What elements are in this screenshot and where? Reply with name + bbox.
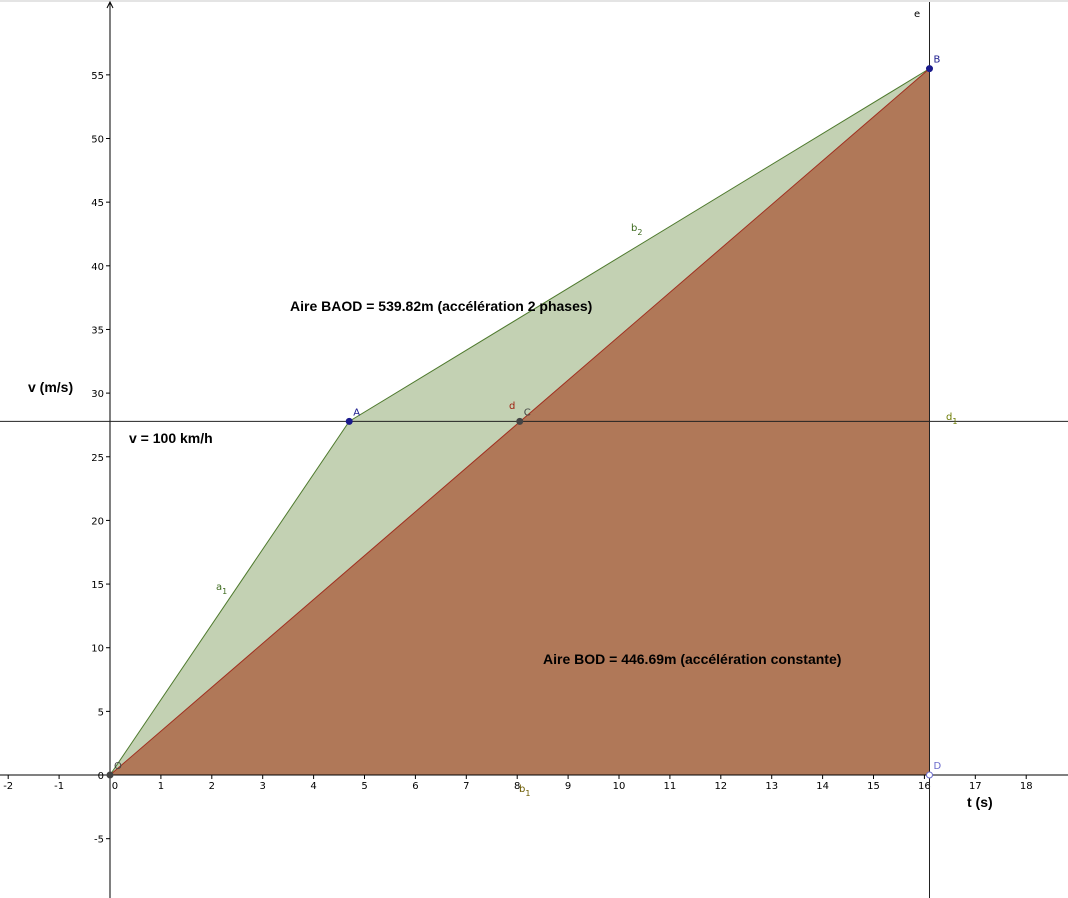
segment-label: b2 bbox=[631, 223, 642, 237]
line-label-text: d bbox=[946, 412, 952, 423]
x-tick-label: 13 bbox=[765, 781, 778, 792]
point-label: B bbox=[933, 55, 940, 66]
x-tick-label: 4 bbox=[310, 781, 316, 792]
segment-label-sub: 2 bbox=[637, 228, 642, 237]
annotation: Aire BOD = 446.69m (accélération constan… bbox=[543, 651, 841, 667]
y-tick-label: 35 bbox=[91, 325, 104, 336]
y-tick-label: 0 bbox=[98, 771, 104, 782]
x-tick-label: 11 bbox=[664, 781, 677, 792]
segment-label: b1 bbox=[519, 784, 530, 798]
segment-label-sub: 1 bbox=[525, 789, 530, 798]
x-tick-label: 0 bbox=[112, 781, 118, 792]
x-tick-label: 16 bbox=[918, 781, 931, 792]
point-label: C bbox=[524, 407, 531, 418]
x-tick-label: 9 bbox=[565, 781, 571, 792]
y-tick-label: 40 bbox=[91, 262, 104, 273]
line-label: d1 bbox=[946, 412, 957, 426]
x-axis-label: t (s) bbox=[967, 794, 993, 810]
point bbox=[106, 771, 114, 779]
annotation: v = 100 km/h bbox=[129, 430, 213, 446]
annotation: Aire BAOD = 539.82m (accélération 2 phas… bbox=[290, 298, 592, 314]
axis-arrow bbox=[106, 0, 114, 9]
y-tick-label: 20 bbox=[91, 516, 104, 527]
x-tick-label: 5 bbox=[361, 781, 367, 792]
y-tick-label: -5 bbox=[94, 835, 104, 846]
y-tick-label: 15 bbox=[91, 580, 104, 591]
x-tick-label: 2 bbox=[209, 781, 215, 792]
x-tick-label: 10 bbox=[613, 781, 626, 792]
y-tick-label: 10 bbox=[91, 644, 104, 655]
segment-label-text: b bbox=[519, 784, 525, 795]
point bbox=[516, 417, 524, 425]
segment-label-text: a bbox=[216, 582, 222, 593]
x-tick-label: 15 bbox=[867, 781, 880, 792]
point bbox=[925, 65, 933, 73]
x-tick-label: 12 bbox=[714, 781, 727, 792]
y-tick-label: 45 bbox=[91, 198, 104, 209]
x-tick-label: 8 bbox=[514, 781, 520, 792]
x-tick-label: -2 bbox=[3, 781, 13, 792]
segment-label: a1 bbox=[216, 582, 227, 596]
line-label: e bbox=[914, 9, 920, 20]
x-tick-label: 18 bbox=[1020, 781, 1033, 792]
y-axis-label: v (m/s) bbox=[28, 379, 73, 395]
x-tick-label: -1 bbox=[54, 781, 64, 792]
y-tick-label: 5 bbox=[98, 707, 104, 718]
segment-label: d bbox=[509, 401, 515, 412]
x-tick-label: 14 bbox=[816, 781, 829, 792]
x-tick-label: 7 bbox=[463, 781, 469, 792]
x-tick-label: 3 bbox=[260, 781, 266, 792]
y-tick-label: 55 bbox=[91, 71, 104, 82]
y-tick-label: 50 bbox=[91, 135, 104, 146]
point-label: A bbox=[353, 407, 360, 418]
y-tick-label: 25 bbox=[91, 453, 104, 464]
line-label-sub: 1 bbox=[952, 417, 957, 426]
segment-label-text: b bbox=[631, 223, 637, 234]
point bbox=[925, 771, 933, 779]
point-label: D bbox=[933, 761, 941, 772]
x-tick-label: 6 bbox=[412, 781, 418, 792]
segment-label-text: d bbox=[509, 401, 515, 412]
segment-label-sub: 1 bbox=[222, 587, 227, 596]
x-tick-label: 1 bbox=[158, 781, 164, 792]
x-tick-label: 17 bbox=[969, 781, 982, 792]
point bbox=[345, 417, 353, 425]
point-label: O bbox=[114, 761, 122, 772]
y-tick-label: 30 bbox=[91, 389, 104, 400]
